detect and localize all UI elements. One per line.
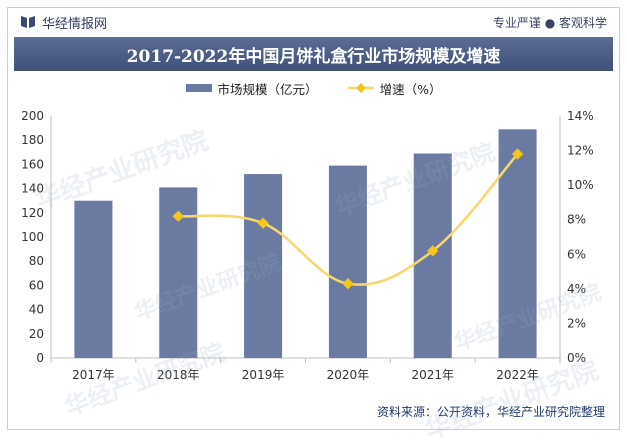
y-tick-left-label: 0 <box>36 351 44 365</box>
y-tick-left-label: 180 <box>21 133 44 147</box>
y-tick-left-label: 40 <box>29 303 44 317</box>
y-tick-left-label: 60 <box>29 278 44 292</box>
brand-name: 华经情报网 <box>42 16 108 32</box>
legend-line-swatch <box>347 83 374 93</box>
y-tick-left-label: 100 <box>21 230 44 244</box>
growth-point <box>172 210 184 222</box>
y-tick-left-label: 200 <box>21 109 44 123</box>
title-bar: 2017-2022年中国月饼礼盒行业市场规模及增速 <box>14 37 613 71</box>
x-tick-label: 2020年 <box>327 368 370 382</box>
y-tick-right-label: 6% <box>567 247 586 261</box>
bar-market-size <box>74 200 113 358</box>
y-tick-right-label: 10% <box>567 178 594 192</box>
bar-market-size <box>244 174 283 358</box>
legend-item-market-size: 市场规模（亿元） <box>185 79 318 98</box>
growth-point <box>511 148 524 160</box>
y-tick-left-label: 140 <box>21 182 44 196</box>
y-tick-right-label: 0% <box>567 351 586 365</box>
growth-point <box>427 245 439 257</box>
legend-label-growth: 增速（%） <box>379 81 442 97</box>
y-tick-left-label: 80 <box>29 254 44 268</box>
y-tick-left-label: 20 <box>29 327 44 341</box>
source-note: 资料来源：公开资料，华经产业研究院整理 <box>376 405 605 419</box>
x-tick-label: 2021年 <box>411 368 454 382</box>
chart-legend: 市场规模（亿元） 增速（%） <box>0 79 627 97</box>
x-tick-label: 2022年 <box>496 368 539 382</box>
logo-icon <box>21 16 35 28</box>
brand: 华经情报网 <box>20 12 107 32</box>
y-tick-right-label: 2% <box>567 316 586 330</box>
tagline: 专业严谨 ● 客观科学 <box>492 16 607 30</box>
growth-point <box>257 217 269 229</box>
growth-point <box>342 278 354 290</box>
chart-plot: 0 20 40 60 80 100 120 140 160 180 200 0% 2% 4% 6% 8% 10%… <box>21 109 594 382</box>
y-tick-right-label: 4% <box>567 282 586 296</box>
legend-label-market-size: 市场规模（亿元） <box>217 81 318 97</box>
bar-market-size <box>498 129 537 358</box>
y-tick-left-label: 120 <box>21 206 44 220</box>
y-tick-right-label: 12% <box>567 144 594 158</box>
x-tick-label: 2018年 <box>157 368 200 382</box>
y-tick-left-label: 160 <box>21 157 44 171</box>
y-tick-right-label: 8% <box>567 213 586 227</box>
chart-title: 2017-2022年中国月饼礼盒行业市场规模及增速 <box>126 46 501 67</box>
legend-item-growth: 增速（%） <box>347 79 442 98</box>
x-tick-label: 2017年 <box>72 368 115 382</box>
legend-bar-swatch <box>185 84 212 92</box>
x-tick-label: 2019年 <box>242 368 285 382</box>
y-tick-right-label: 14% <box>567 109 594 123</box>
bar-market-size <box>328 165 367 358</box>
